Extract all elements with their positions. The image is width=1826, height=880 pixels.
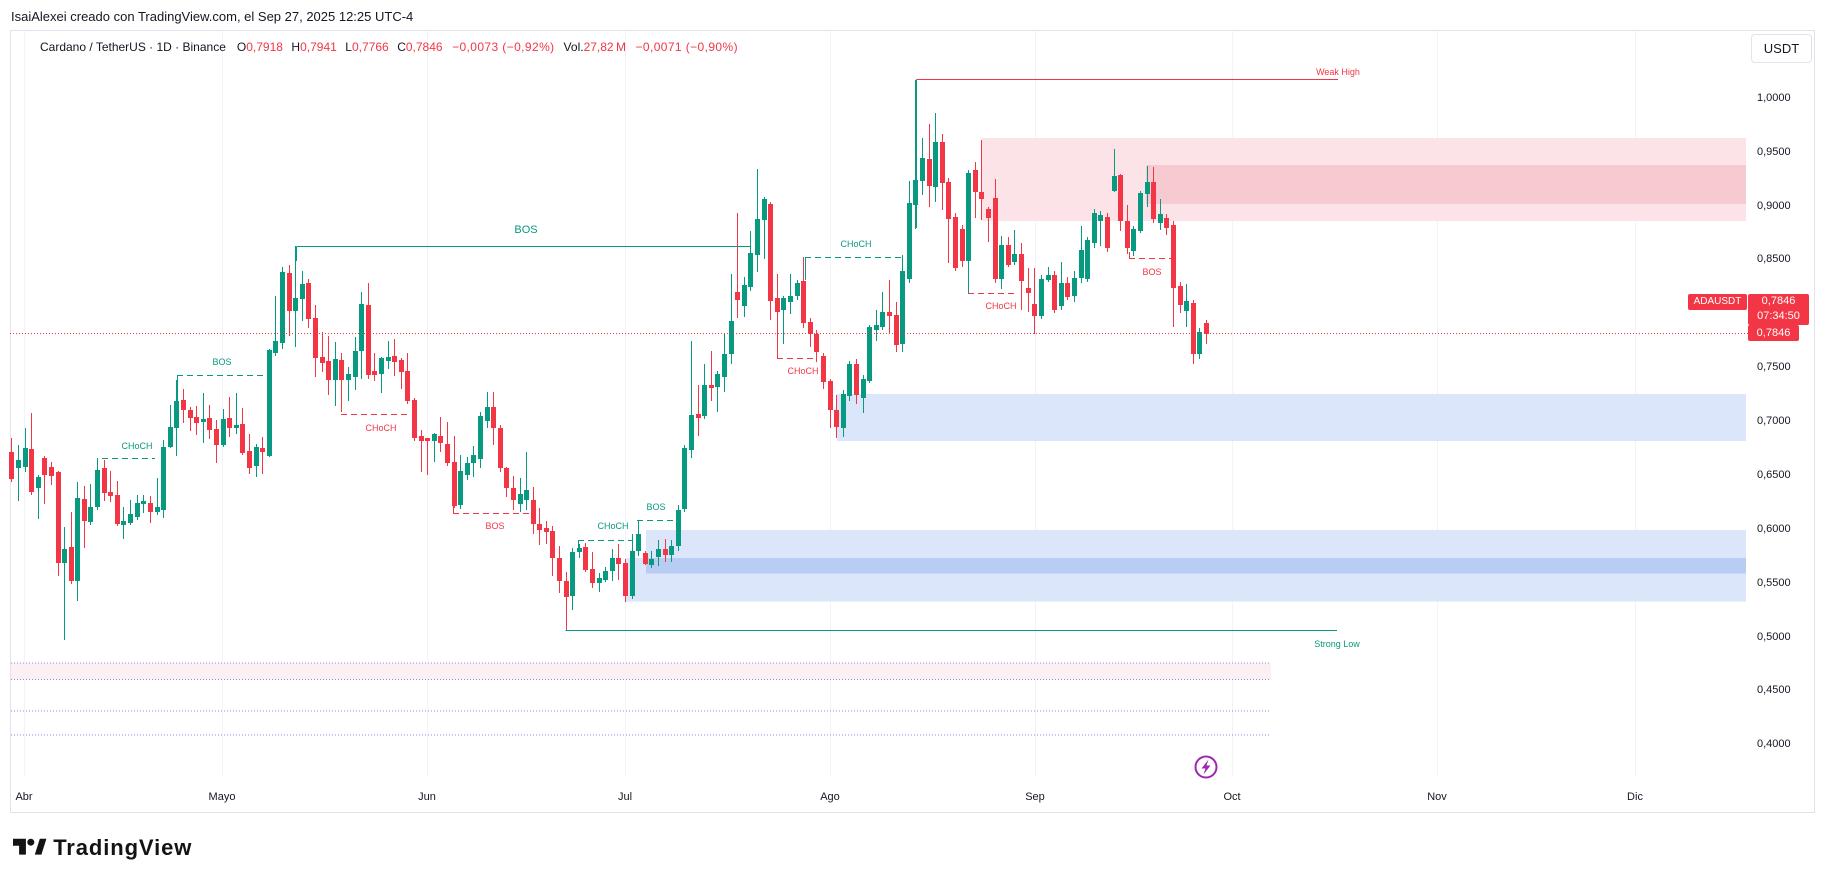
svg-text:Strong Low: Strong Low — [1314, 639, 1360, 649]
svg-text:CHoCH: CHoCH — [365, 423, 396, 433]
svg-text:CHoCH: CHoCH — [985, 301, 1016, 311]
svg-text:CHoCH: CHoCH — [840, 239, 871, 249]
svg-text:CHoCH: CHoCH — [597, 521, 628, 531]
svg-text:BOS: BOS — [485, 521, 504, 531]
svg-text:Weak High: Weak High — [1316, 67, 1360, 77]
svg-text:BOS: BOS — [212, 357, 231, 367]
svg-text:BOS: BOS — [646, 502, 665, 512]
svg-text:TradingView: TradingView — [53, 836, 192, 860]
svg-text:BOS: BOS — [1142, 267, 1161, 277]
svg-text:CHoCH: CHoCH — [787, 366, 818, 376]
svg-text:BOS: BOS — [514, 224, 537, 236]
svg-text:CHoCH: CHoCH — [121, 441, 152, 451]
